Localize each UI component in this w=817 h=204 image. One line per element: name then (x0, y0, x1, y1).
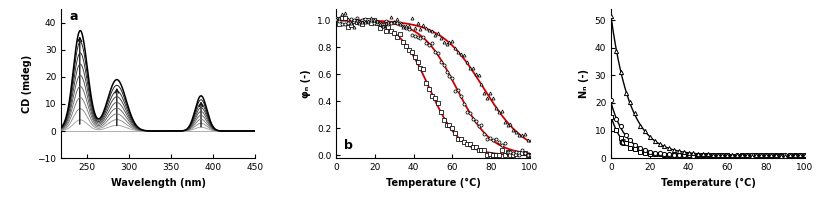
Y-axis label: CD (mdeg): CD (mdeg) (22, 54, 32, 113)
Text: b: b (344, 139, 353, 152)
X-axis label: Temperature (°C): Temperature (°C) (660, 177, 756, 188)
Text: c: c (618, 136, 627, 149)
X-axis label: Temperature (°C): Temperature (°C) (386, 177, 480, 188)
X-axis label: Wavelength (nm): Wavelength (nm) (110, 177, 206, 187)
Text: a: a (69, 10, 78, 23)
Y-axis label: Nₙ (-): Nₙ (-) (579, 69, 589, 98)
Y-axis label: φₙ (-): φₙ (-) (301, 69, 311, 98)
